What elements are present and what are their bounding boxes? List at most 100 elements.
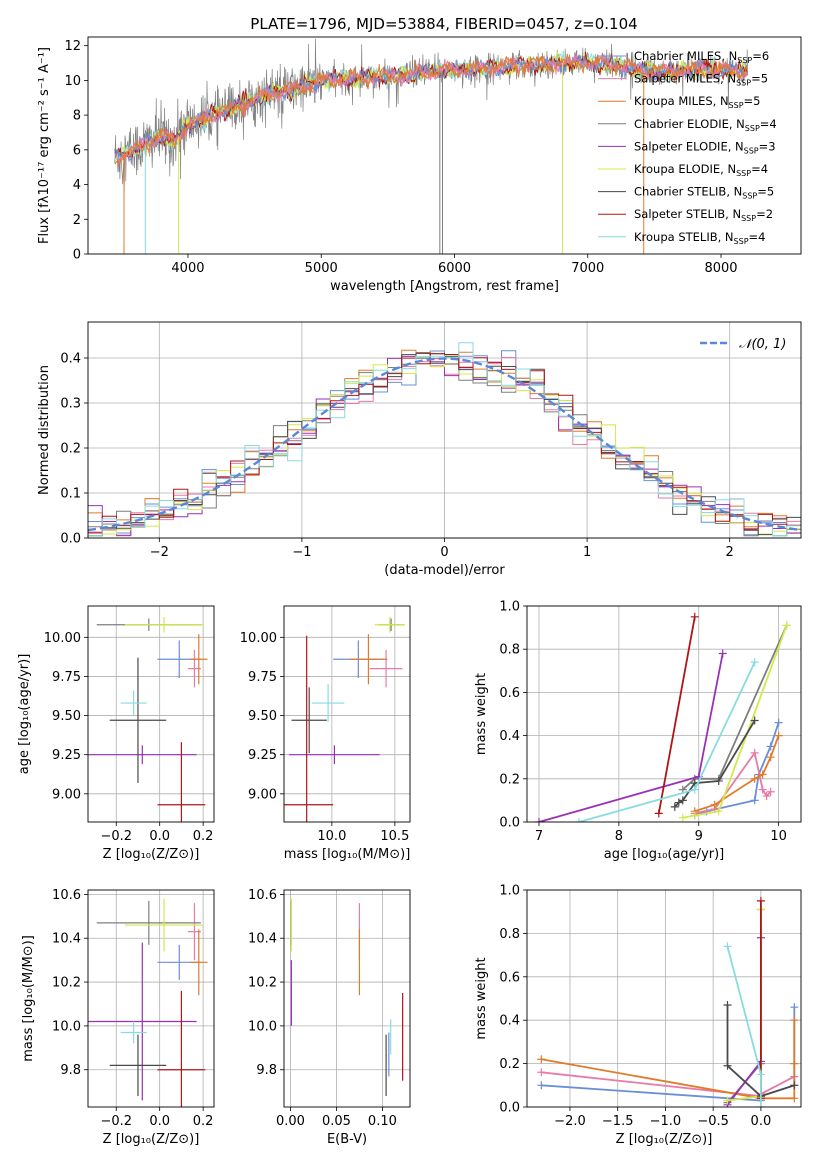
y-tick-label: 10.6 xyxy=(52,888,81,903)
axes-frame xyxy=(283,889,411,1108)
y-tick-label: 9.25 xyxy=(52,748,81,763)
x-tick-label: −1 xyxy=(292,545,311,560)
y-axis-label: Normed distribution xyxy=(37,365,52,495)
weights-marker xyxy=(574,818,583,822)
weights-marker xyxy=(718,649,727,658)
legend-value: =6 xyxy=(752,49,769,63)
y-tick-label: 12 xyxy=(64,39,81,54)
legend: Chabrier MILES, NSSP=6 Salpeter MILES, NS… xyxy=(598,49,777,246)
legend-subscript: SSP xyxy=(741,214,756,223)
panel-age_vs_mass: 10.0 10.5 9.00 9.25 9.50 9.75 10.00 mass [log₁₀… xyxy=(240,605,411,862)
weights-marker xyxy=(790,1003,799,1012)
y-tick-label: 0.8 xyxy=(499,927,520,942)
legend-value: =5 xyxy=(751,72,768,86)
legend-value: =2 xyxy=(756,207,773,221)
weights-chabrier-stelib xyxy=(723,1001,799,1101)
axes-frame xyxy=(87,889,215,1108)
weights-marker xyxy=(723,1061,732,1070)
y-tick-label: 9.00 xyxy=(52,787,81,802)
y-tick-label: 2 xyxy=(73,213,81,228)
legend-subscript: SSP xyxy=(736,79,751,88)
x-axis-label: mass [log₁₀(M/M⊙)] xyxy=(284,847,411,862)
figure-title: PLATE=1796, MJD=53884, FIBERID=0457, z=0… xyxy=(250,15,637,33)
weights-marker xyxy=(766,787,775,796)
y-tick-label: 10.0 xyxy=(52,1019,81,1034)
weights-marker xyxy=(774,731,783,740)
x-tick-label: −0.2 xyxy=(100,829,132,844)
errorbar-salpeter-miles xyxy=(369,649,403,688)
x-axis-label: Z [log₁₀(Z/Z⊙)] xyxy=(103,847,200,862)
weights-marker xyxy=(654,809,663,818)
x-tick-label: 0.0 xyxy=(149,829,170,844)
errorbar-salpeter-stelib xyxy=(157,742,206,822)
x-tick-label: −0.5 xyxy=(697,1114,729,1129)
errorbar-chabrier-stelib xyxy=(291,687,327,754)
panel-mass_vs_ebv: 0.00 0.05 0.10 9.8 10.0 10.2 10.4 10.6 E(B-V) xyxy=(248,888,411,1147)
weights-marker xyxy=(714,807,723,816)
x-tick-label: 9 xyxy=(695,829,703,844)
histogram-salpeter-stelib xyxy=(88,353,801,533)
x-tick-label: 0.2 xyxy=(193,1114,214,1129)
errorbar-salpeter-stelib xyxy=(157,990,206,1107)
weights-marker xyxy=(774,718,783,727)
y-tick-label: 10.2 xyxy=(52,976,81,991)
x-tick-label: 7 xyxy=(535,829,543,844)
y-tick-label: 9.8 xyxy=(256,1063,277,1078)
weights-chabrier-miles xyxy=(537,1003,799,1105)
weights-marker xyxy=(766,753,775,762)
plot-area xyxy=(537,896,799,1107)
y-tick-label: 0.2 xyxy=(499,772,520,787)
y-tick-label: 10 xyxy=(64,74,81,89)
x-tick-label: 0 xyxy=(440,545,448,560)
y-tick-label: 8 xyxy=(73,109,81,124)
y-tick-label: 0.1 xyxy=(60,487,81,502)
errorbar-chabrier-elodie xyxy=(96,900,201,945)
legend-entry: Chabrier MILES, NSSP=6 xyxy=(634,49,769,65)
y-tick-label: 0 xyxy=(73,248,81,263)
x-tick-label: 0.0 xyxy=(149,1114,170,1129)
x-tick-label: 0.0 xyxy=(751,1114,772,1129)
weights-salpeter-elodie xyxy=(534,649,727,822)
errorbar-kroupa-stelib xyxy=(120,1021,147,1044)
legend-subscript: SSP xyxy=(729,101,744,110)
weights-marker xyxy=(690,811,699,820)
y-tick-label: 0.2 xyxy=(60,442,81,457)
weights-line xyxy=(538,653,724,822)
y-tick-label: 9.00 xyxy=(248,787,277,802)
weights-marker xyxy=(723,942,732,951)
weights-marker xyxy=(790,1081,799,1090)
x-tick-label: −2 xyxy=(150,545,169,560)
errorbar-kroupa-stelib xyxy=(311,684,345,722)
weights-marker xyxy=(790,1094,799,1103)
errorbar-chabrier-stelib xyxy=(109,1034,167,1097)
gaussian-curve xyxy=(88,357,801,532)
weights-marker xyxy=(537,1055,546,1064)
histogram-chabrier-stelib xyxy=(88,352,801,537)
panel-weights_vs_age: 7 8 9 10 0.0 0.2 0.4 0.6 0.8 1.0 age [log₁₀(age/yr… xyxy=(474,600,802,862)
x-axis-label: Z [log₁₀(Z/Z⊙)] xyxy=(616,1132,713,1147)
plot-area xyxy=(114,38,748,254)
y-tick-label: 9.75 xyxy=(248,670,277,685)
y-tick-label: 0.6 xyxy=(499,686,520,701)
axes-frame xyxy=(526,889,802,1108)
x-axis-label: wavelength [Angstrom, rest frame] xyxy=(330,279,559,294)
y-tick-label: 10.00 xyxy=(44,631,81,646)
spectrum-model-kroupa-miles xyxy=(114,53,748,166)
legend-entry: Chabrier ELODIE, NSSP=4 xyxy=(634,117,777,133)
y-axis-label: Flux [fλ10⁻¹⁷ erg cm⁻² s⁻¹ A⁻¹] xyxy=(37,47,52,244)
plot-area xyxy=(284,616,405,822)
legend-subscript: SSP xyxy=(742,192,757,201)
x-tick-label: −2.0 xyxy=(554,1114,586,1129)
weights-marker xyxy=(678,813,687,822)
weights-marker xyxy=(758,770,767,779)
x-tick-label: 0.10 xyxy=(368,1114,397,1129)
x-axis-label: (data-model)/error xyxy=(384,563,505,578)
weights-marker xyxy=(678,796,687,805)
y-tick-label: 10.2 xyxy=(248,976,277,991)
errorbar-salpeter-elodie xyxy=(88,745,197,765)
weights-marker xyxy=(670,802,679,811)
y-tick-label: 10.6 xyxy=(248,888,277,903)
weights-line xyxy=(726,1005,795,1098)
weights-chabrier-elodie xyxy=(723,905,765,1107)
errorbar-chabrier-stelib xyxy=(109,657,167,783)
